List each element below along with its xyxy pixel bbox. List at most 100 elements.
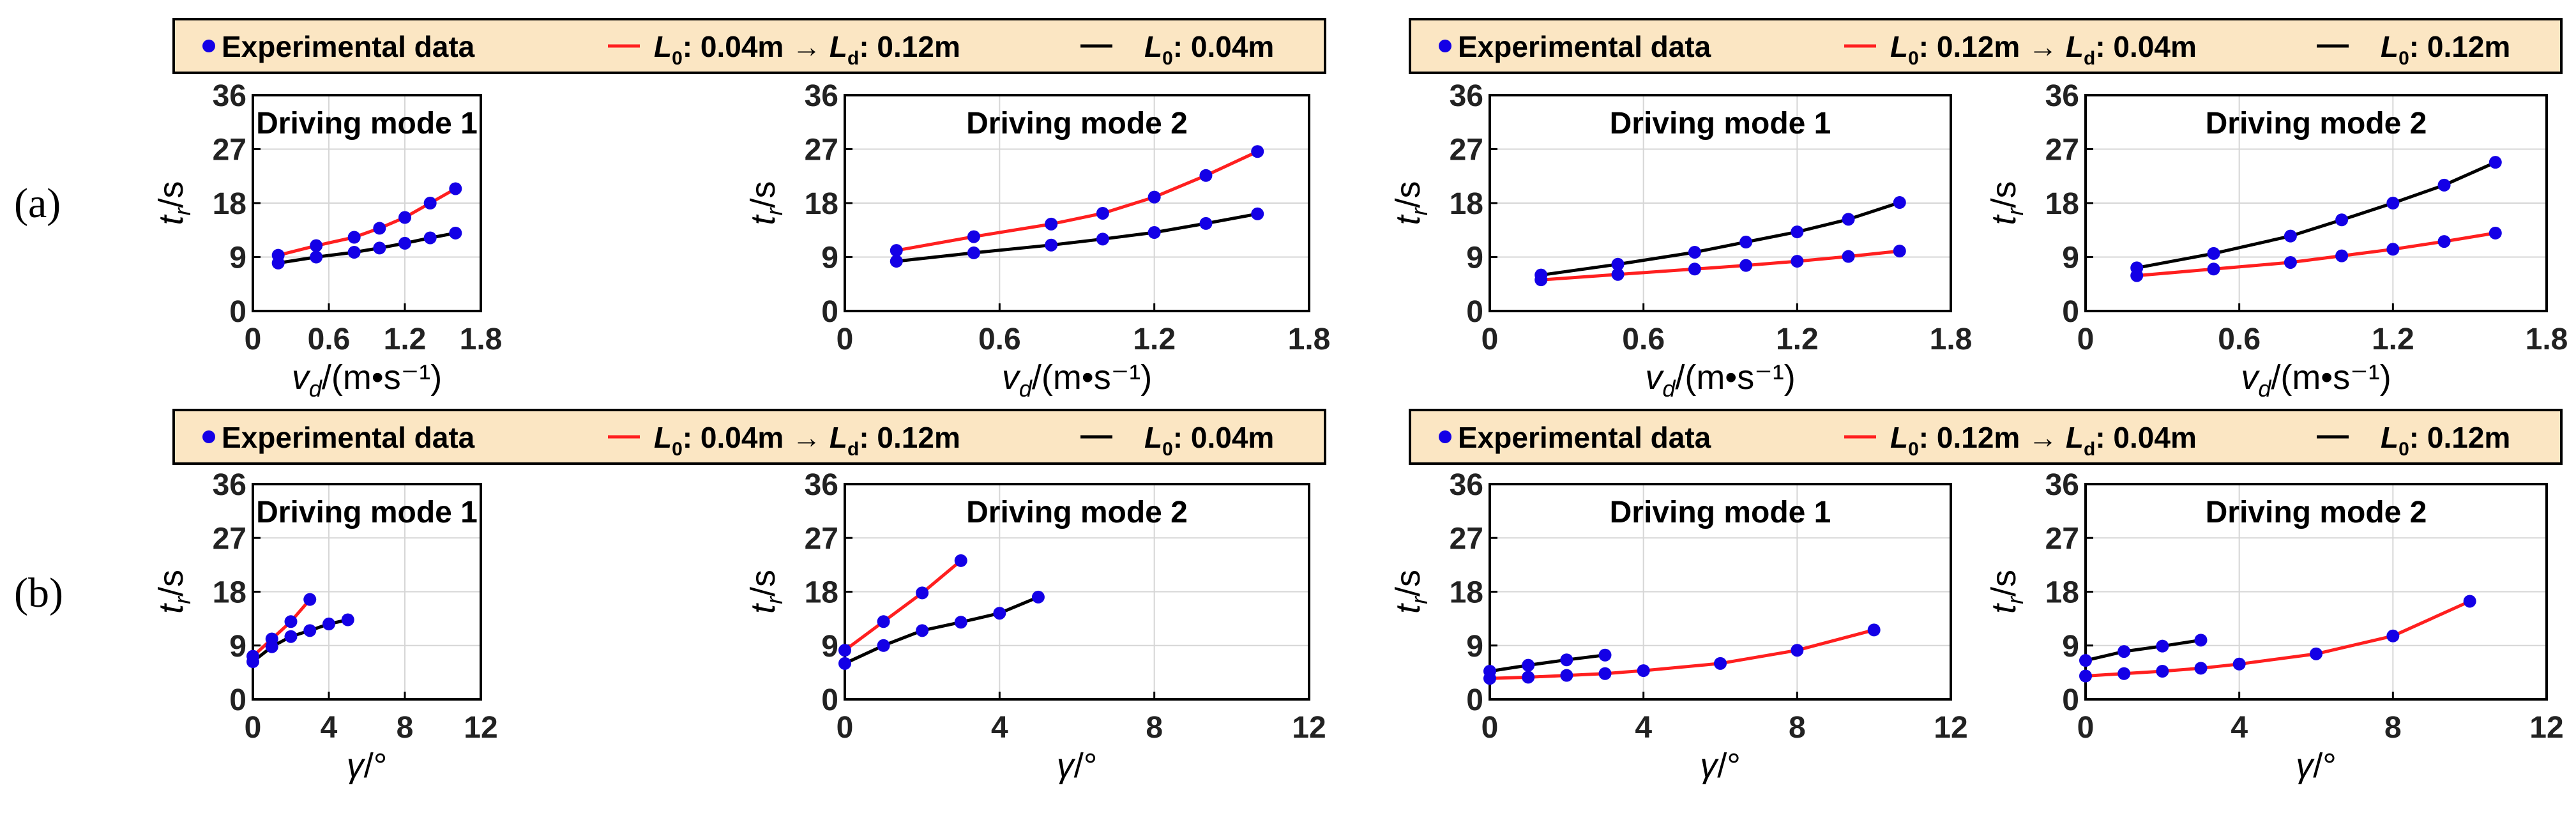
data-point-constant	[423, 231, 437, 245]
data-point-constant	[284, 630, 298, 643]
x-tick-label: 0.6	[1622, 323, 1665, 356]
panel-title: Driving mode 1	[256, 107, 478, 141]
x-tick-label: 12	[2529, 711, 2563, 745]
legend-constant-label: L0: 0.12m	[2381, 421, 2510, 460]
chart-panel-1: 0 9 18 27 36 0 0.6 1.2 1.8 Driving mode 1 tr/s vd/(…	[152, 79, 502, 402]
panel-title: Driving mode 2	[966, 496, 1188, 529]
data-point-constant	[890, 255, 903, 268]
data-point-transition	[1199, 169, 1213, 182]
legend-transition-label: L0: 0.04m → Ld: 0.12m	[654, 30, 960, 69]
data-point-constant	[2194, 634, 2208, 647]
x-tick-label: 12	[1292, 711, 1326, 745]
data-point-transition	[398, 211, 411, 224]
y-tick-label: 9	[2062, 241, 2079, 275]
x-tick-label: 0	[1481, 323, 1499, 356]
chart-panel-7: 0 9 18 27 36 0 4 8 12 Driving mode 1 tr/s γ/°	[1389, 468, 1968, 785]
data-point-constant	[265, 640, 278, 653]
data-point-transition	[1611, 268, 1625, 281]
x-tick-label: 8	[397, 711, 414, 745]
y-tick-label: 36	[2045, 79, 2079, 113]
data-point-transition	[1739, 259, 1753, 272]
data-point-constant	[1688, 245, 1701, 259]
x-tick-label: 0	[245, 323, 262, 356]
legend-box	[172, 409, 1326, 465]
data-point-transition	[2386, 629, 2400, 642]
data-point-constant	[2386, 197, 2400, 209]
legend-experimental-label: Experimental data	[1458, 30, 1711, 63]
legend-experimental-label: Experimental data	[1458, 421, 1711, 454]
data-point-transition	[2156, 665, 2169, 678]
data-point-transition	[2463, 595, 2476, 608]
data-point-transition	[2284, 255, 2297, 269]
data-point-transition	[1688, 262, 1701, 276]
data-point-constant	[1251, 207, 1264, 220]
x-axis-label: γ/°	[1057, 747, 1098, 785]
series-line-transition	[1489, 628, 1875, 680]
data-point-constant	[1791, 225, 1804, 239]
panel-title: Driving mode 2	[966, 107, 1188, 141]
y-tick-label: 27	[1450, 522, 1483, 556]
x-axis-label: γ/°	[347, 747, 388, 785]
x-tick-label: 1.8	[460, 323, 503, 356]
legend-transition-label: L0: 0.04m → Ld: 0.12m	[654, 421, 960, 460]
data-point-transition	[423, 197, 437, 209]
x-tick-label: 1.8	[1930, 323, 1973, 356]
x-tick-label: 12	[1934, 711, 1967, 745]
y-tick-label: 18	[805, 576, 838, 610]
data-point-constant	[1893, 196, 1906, 209]
y-axis-label: tr/s	[152, 181, 195, 225]
y-tick-label: 27	[2045, 522, 2079, 556]
x-tick-label: 12	[464, 711, 497, 745]
data-point-transition	[1045, 217, 1058, 231]
data-point-constant	[1842, 213, 1855, 226]
data-point-transition	[2079, 669, 2092, 683]
data-point-constant	[2207, 247, 2220, 260]
y-tick-label: 9	[2062, 630, 2079, 664]
panel-title: Driving mode 1	[256, 496, 478, 529]
y-tick-label: 0	[229, 683, 246, 717]
x-tick-label: 1.8	[2526, 323, 2568, 356]
x-tick-label: 8	[2384, 711, 2402, 745]
data-point-transition	[2437, 235, 2451, 248]
data-point-constant	[1199, 217, 1213, 230]
data-point-transition	[1791, 255, 1804, 268]
legend-experimental-label: Experimental data	[222, 30, 475, 63]
data-point-constant	[877, 639, 890, 652]
legend-experimental-marker	[202, 40, 215, 52]
data-point-constant	[1096, 232, 1109, 246]
legend-box	[1409, 409, 2563, 465]
data-point-constant	[954, 616, 967, 629]
legend-box	[1409, 18, 2563, 74]
y-tick-label: 36	[1450, 468, 1483, 502]
legend-box	[172, 18, 1326, 74]
data-point-transition	[2386, 243, 2400, 256]
x-tick-label: 1.2	[1133, 323, 1176, 356]
legend-constant-label: L0: 0.12m	[2381, 30, 2510, 69]
data-point-constant	[310, 250, 323, 264]
data-point-constant	[1045, 238, 1058, 252]
y-tick-label: 9	[229, 630, 246, 664]
data-point-constant	[341, 613, 354, 627]
series-line-constant	[1489, 653, 1605, 673]
y-tick-label: 9	[821, 630, 838, 664]
data-point-transition	[2207, 262, 2220, 276]
data-point-transition	[1560, 669, 1573, 682]
legend-1: Experimental data L0: 0.04m → Ld: 0.12m L0…	[172, 18, 1326, 74]
data-point-constant	[398, 236, 411, 250]
legend-3: Experimental data L0: 0.04m → Ld: 0.12m L0…	[172, 409, 1326, 465]
data-point-constant	[1739, 236, 1753, 249]
x-tick-label: 0.6	[978, 323, 1021, 356]
y-tick-label: 0	[2062, 295, 2079, 329]
chart-panel-4: 0 9 18 27 36 0 0.6 1.2 1.8 Driving mode 2 tr/s vd/(…	[1985, 79, 2568, 402]
panel-title: Driving mode 1	[1610, 107, 1831, 141]
x-tick-label: 4	[2231, 711, 2248, 745]
y-tick-label: 18	[2045, 187, 2079, 221]
y-tick-label: 36	[213, 79, 246, 113]
x-axis-label: vd/(m•s⁻¹)	[292, 358, 442, 402]
data-point-constant	[449, 226, 462, 239]
x-tick-label: 0.6	[308, 323, 351, 356]
x-tick-label: 0	[2077, 711, 2095, 745]
x-tick-label: 0	[2077, 323, 2095, 356]
y-tick-label: 36	[805, 79, 838, 113]
data-point-transition	[1598, 667, 1612, 680]
